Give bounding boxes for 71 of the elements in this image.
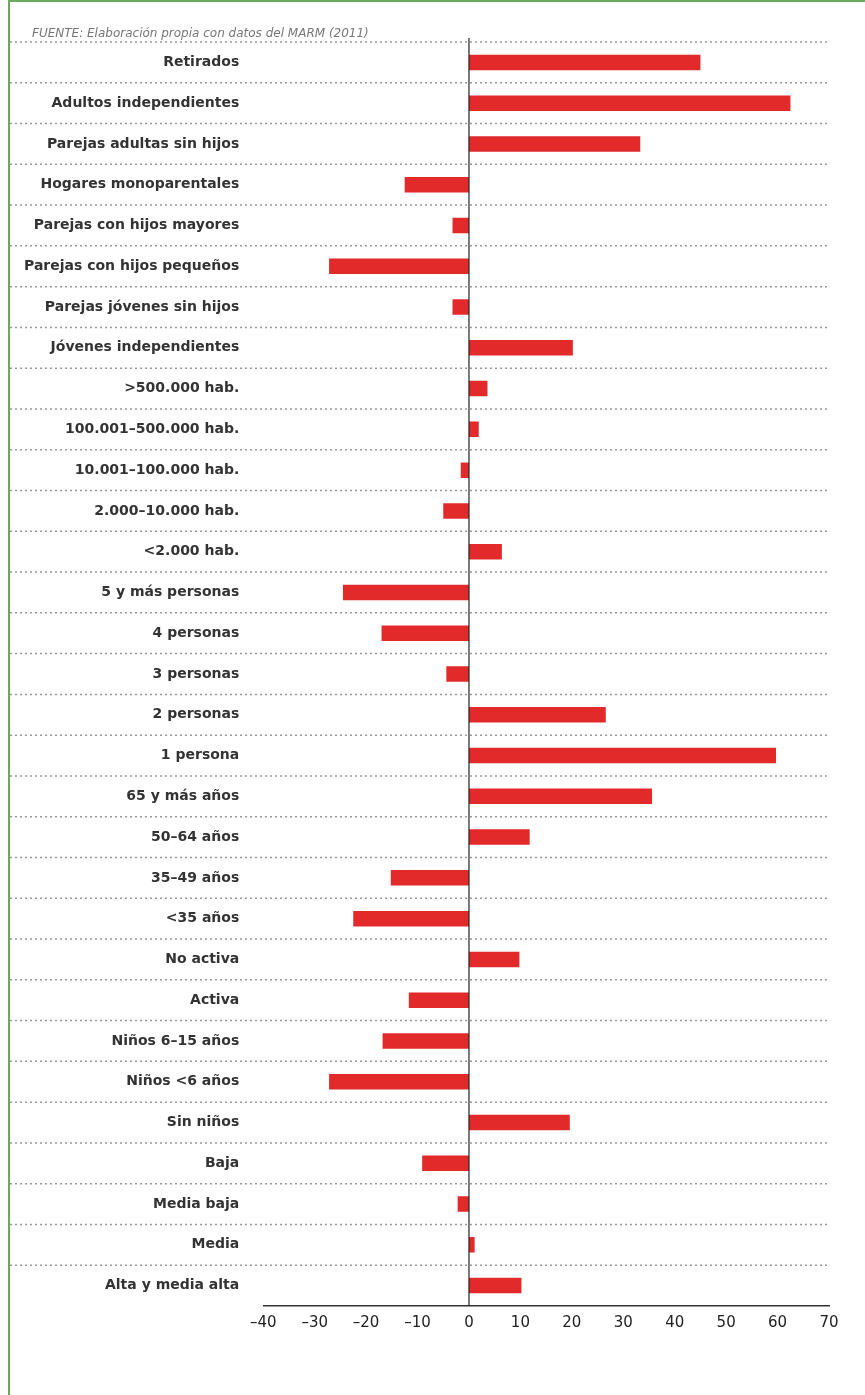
y-tick-label: 1 persona: [160, 746, 240, 763]
bar: [468, 543, 502, 560]
y-tick-label: Adultos independientes: [51, 93, 240, 110]
y-tick-label: 100.001–500.000 hab.: [65, 420, 240, 436]
y-tick-label: No activa: [165, 950, 240, 967]
y-tick-label: Media baja: [152, 1194, 240, 1211]
y-tick-label: >500.000 hab.: [124, 379, 240, 396]
bar: [390, 870, 469, 886]
y-tick-label: Parejas con hijos pequeños: [24, 256, 240, 273]
bar: [342, 584, 469, 601]
x-tick-label: 60: [768, 1312, 788, 1331]
y-tick-label: 35–49 años: [151, 868, 240, 885]
bar: [468, 95, 791, 111]
y-tick-label: 2.000–10.000 hab.: [94, 501, 240, 518]
y-tick-label: 65 y más años: [126, 786, 240, 803]
bar: [404, 176, 469, 193]
x-tick-label: –20: [352, 1312, 380, 1331]
bar: [468, 136, 641, 152]
x-tick-label: 30: [613, 1312, 633, 1331]
y-tick-label: Parejas con hijos mayores: [33, 216, 240, 233]
y-tick-label: Sin niños: [166, 1113, 240, 1130]
bar: [468, 1237, 475, 1253]
y-tick-label: <2.000 hab.: [143, 542, 240, 559]
x-tick-label: –40: [249, 1312, 277, 1331]
bar: [468, 788, 653, 805]
bar: [468, 747, 777, 764]
bar: [422, 1155, 469, 1172]
annotation: FUENTE: Elaboración propia con datos del MARM (2011): [32, 26, 371, 40]
y-tick-label: Alta y media alta: [104, 1276, 240, 1293]
y-tick-label: Niños <6 años: [126, 1072, 240, 1089]
x-tick-label: 50: [716, 1312, 736, 1331]
bar: [446, 666, 469, 682]
y-tick-label: Media: [191, 1235, 240, 1252]
y-tick-label: Activa: [190, 990, 240, 1007]
bar: [408, 992, 469, 1008]
y-tick-label: 50–64 años: [151, 827, 240, 844]
bar: [382, 1033, 469, 1049]
bar: [381, 625, 469, 641]
y-tick-label: 4 personas: [152, 623, 240, 640]
y-tick-label: Niños 6–15 años: [111, 1031, 240, 1048]
x-tick-label: 70: [819, 1312, 839, 1331]
bar: [452, 299, 469, 315]
bar: [329, 258, 469, 275]
bar: [443, 503, 469, 519]
y-tick-label: Retirados: [163, 53, 240, 70]
y-tick-label: 10.001–100.000 hab.: [74, 460, 240, 477]
y-tick-label: 3 personas: [152, 664, 240, 681]
bar: [353, 910, 469, 927]
bar: [457, 1196, 469, 1212]
bar: [468, 951, 520, 968]
y-tick-label: Baja: [204, 1153, 240, 1170]
bar: [468, 707, 606, 723]
bar: [468, 1114, 570, 1131]
bar: [329, 1073, 469, 1090]
y-tick-label: Parejas adultas sin hijos: [46, 134, 240, 151]
bar: [468, 54, 701, 71]
x-tick-label: 20: [562, 1312, 582, 1331]
x-tick-label: 0: [464, 1312, 474, 1331]
y-tick-label: Hogares monoparentales: [40, 175, 240, 192]
x-tick-label: 10: [510, 1312, 530, 1331]
y-tick-label: 2 personas: [152, 705, 240, 722]
x-tick-label: –10: [404, 1312, 431, 1331]
x-tick-label: –30: [301, 1312, 328, 1331]
y-tick-label: 5 y más personas: [101, 583, 240, 600]
y-tick-label: Jóvenes independientes: [49, 338, 240, 355]
bar: [468, 1277, 522, 1294]
bar: [468, 829, 530, 845]
bar: [468, 340, 573, 356]
x-tick-label: 40: [665, 1312, 685, 1331]
y-tick-label: Parejas jóvenes sin hijos: [44, 297, 240, 314]
y-tick-label: <35 años: [165, 909, 240, 926]
